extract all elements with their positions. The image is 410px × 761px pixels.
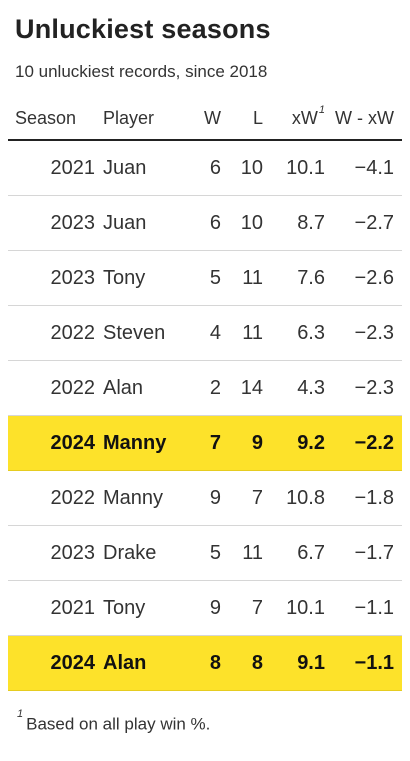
- cell-xw: 7.6: [263, 250, 325, 306]
- cell-season: 2024: [8, 415, 103, 471]
- cell-player: Tony: [103, 250, 185, 306]
- header-xw-footnote-marker: 1: [318, 103, 325, 116]
- cell-xw: 9.1: [263, 635, 325, 691]
- table-row: 2022 Manny 9 7 10.8 −1.8: [8, 470, 402, 526]
- cell-l: 10: [221, 140, 263, 196]
- table-row: 2024 Manny 7 9 9.2 −2.2: [8, 415, 402, 471]
- header-xw-label: xW: [291, 107, 318, 128]
- cell-w: 7: [185, 415, 221, 471]
- cell-player: Manny: [103, 415, 185, 471]
- cell-xw: 6.3: [263, 305, 325, 361]
- header-w-minus-xw: W - xW: [325, 97, 402, 141]
- cell-season: 2021: [8, 580, 103, 636]
- cell-l: 14: [221, 360, 263, 416]
- table-row: 2023 Juan 6 10 8.7 −2.7: [8, 195, 402, 251]
- cell-w: 4: [185, 305, 221, 361]
- cell-w-minus-xw: −2.3: [325, 360, 402, 416]
- cell-w: 2: [185, 360, 221, 416]
- cell-l: 11: [221, 250, 263, 306]
- cell-player: Drake: [103, 525, 185, 581]
- cell-season: 2021: [8, 140, 103, 196]
- cell-w-minus-xw: −2.6: [325, 250, 402, 306]
- cell-w-minus-xw: −2.7: [325, 195, 402, 251]
- cell-w: 9: [185, 470, 221, 526]
- cell-l: 9: [221, 415, 263, 471]
- cell-w-minus-xw: −1.7: [325, 525, 402, 581]
- cell-xw: 10.1: [263, 140, 325, 196]
- table-row: 2022 Steven 4 11 6.3 −2.3: [8, 305, 402, 361]
- header-player: Player: [103, 97, 185, 141]
- table-row: 2024 Alan 8 8 9.1 −1.1: [8, 635, 402, 691]
- cell-l: 7: [221, 580, 263, 636]
- cell-l: 11: [221, 305, 263, 361]
- cell-w: 9: [185, 580, 221, 636]
- header-row: Season Player W L xW1 W - xW: [8, 97, 402, 141]
- table-row: 2023 Tony 5 11 7.6 −2.6: [8, 250, 402, 306]
- cell-player: Juan: [103, 140, 185, 196]
- cell-xw: 9.2: [263, 415, 325, 471]
- page-title: Unluckiest seasons: [15, 14, 271, 44]
- header-season: Season: [8, 97, 103, 141]
- cell-w: 5: [185, 250, 221, 306]
- cell-xw: 10.1: [263, 580, 325, 636]
- cell-season: 2023: [8, 525, 103, 581]
- cell-w-minus-xw: −4.1: [325, 140, 402, 196]
- cell-l: 10: [221, 195, 263, 251]
- cell-w-minus-xw: −2.3: [325, 305, 402, 361]
- seasons-table: Season Player W L xW1 W - xW 2021 Juan 6 10…: [8, 97, 402, 691]
- cell-xw: 4.3: [263, 360, 325, 416]
- cell-season: 2022: [8, 470, 103, 526]
- cell-player: Tony: [103, 580, 185, 636]
- cell-season: 2023: [8, 250, 103, 306]
- table-body: 2021 Juan 6 10 10.1 −4.1 2023 Juan 6 10 8.7 −2.7 202…: [8, 140, 402, 691]
- cell-w: 8: [185, 635, 221, 691]
- cell-player: Alan: [103, 635, 185, 691]
- table-row: 2022 Alan 2 14 4.3 −2.3: [8, 360, 402, 416]
- cell-w-minus-xw: −1.8: [325, 470, 402, 526]
- cell-season: 2024: [8, 635, 103, 691]
- cell-w-minus-xw: −1.1: [325, 635, 402, 691]
- page-subtitle: 10 unluckiest records, since 2018: [15, 62, 268, 81]
- cell-l: 8: [221, 635, 263, 691]
- cell-l: 7: [221, 470, 263, 526]
- cell-xw: 8.7: [263, 195, 325, 251]
- cell-w: 5: [185, 525, 221, 581]
- footnote-marker: 1: [17, 708, 24, 720]
- cell-w-minus-xw: −1.1: [325, 580, 402, 636]
- cell-w: 6: [185, 195, 221, 251]
- header-xw: xW1: [263, 97, 325, 141]
- cell-w-minus-xw: −2.2: [325, 415, 402, 471]
- cell-xw: 10.8: [263, 470, 325, 526]
- cell-player: Steven: [103, 305, 185, 361]
- table-row: 2021 Tony 9 7 10.1 −1.1: [8, 580, 402, 636]
- footnote-text: Based on all play win %.: [26, 714, 211, 734]
- cell-l: 11: [221, 525, 263, 581]
- table-row: 2023 Drake 5 11 6.7 −1.7: [8, 525, 402, 581]
- cell-player: Juan: [103, 195, 185, 251]
- header-l: L: [221, 97, 263, 141]
- footnote: 1Based on all play win %.: [17, 708, 211, 735]
- table-row: 2021 Juan 6 10 10.1 −4.1: [8, 140, 402, 196]
- cell-player: Manny: [103, 470, 185, 526]
- cell-w: 6: [185, 140, 221, 196]
- table-header: Season Player W L xW1 W - xW: [8, 97, 402, 141]
- header-w: W: [185, 97, 221, 141]
- cell-season: 2022: [8, 305, 103, 361]
- cell-season: 2023: [8, 195, 103, 251]
- cell-player: Alan: [103, 360, 185, 416]
- cell-season: 2022: [8, 360, 103, 416]
- cell-xw: 6.7: [263, 525, 325, 581]
